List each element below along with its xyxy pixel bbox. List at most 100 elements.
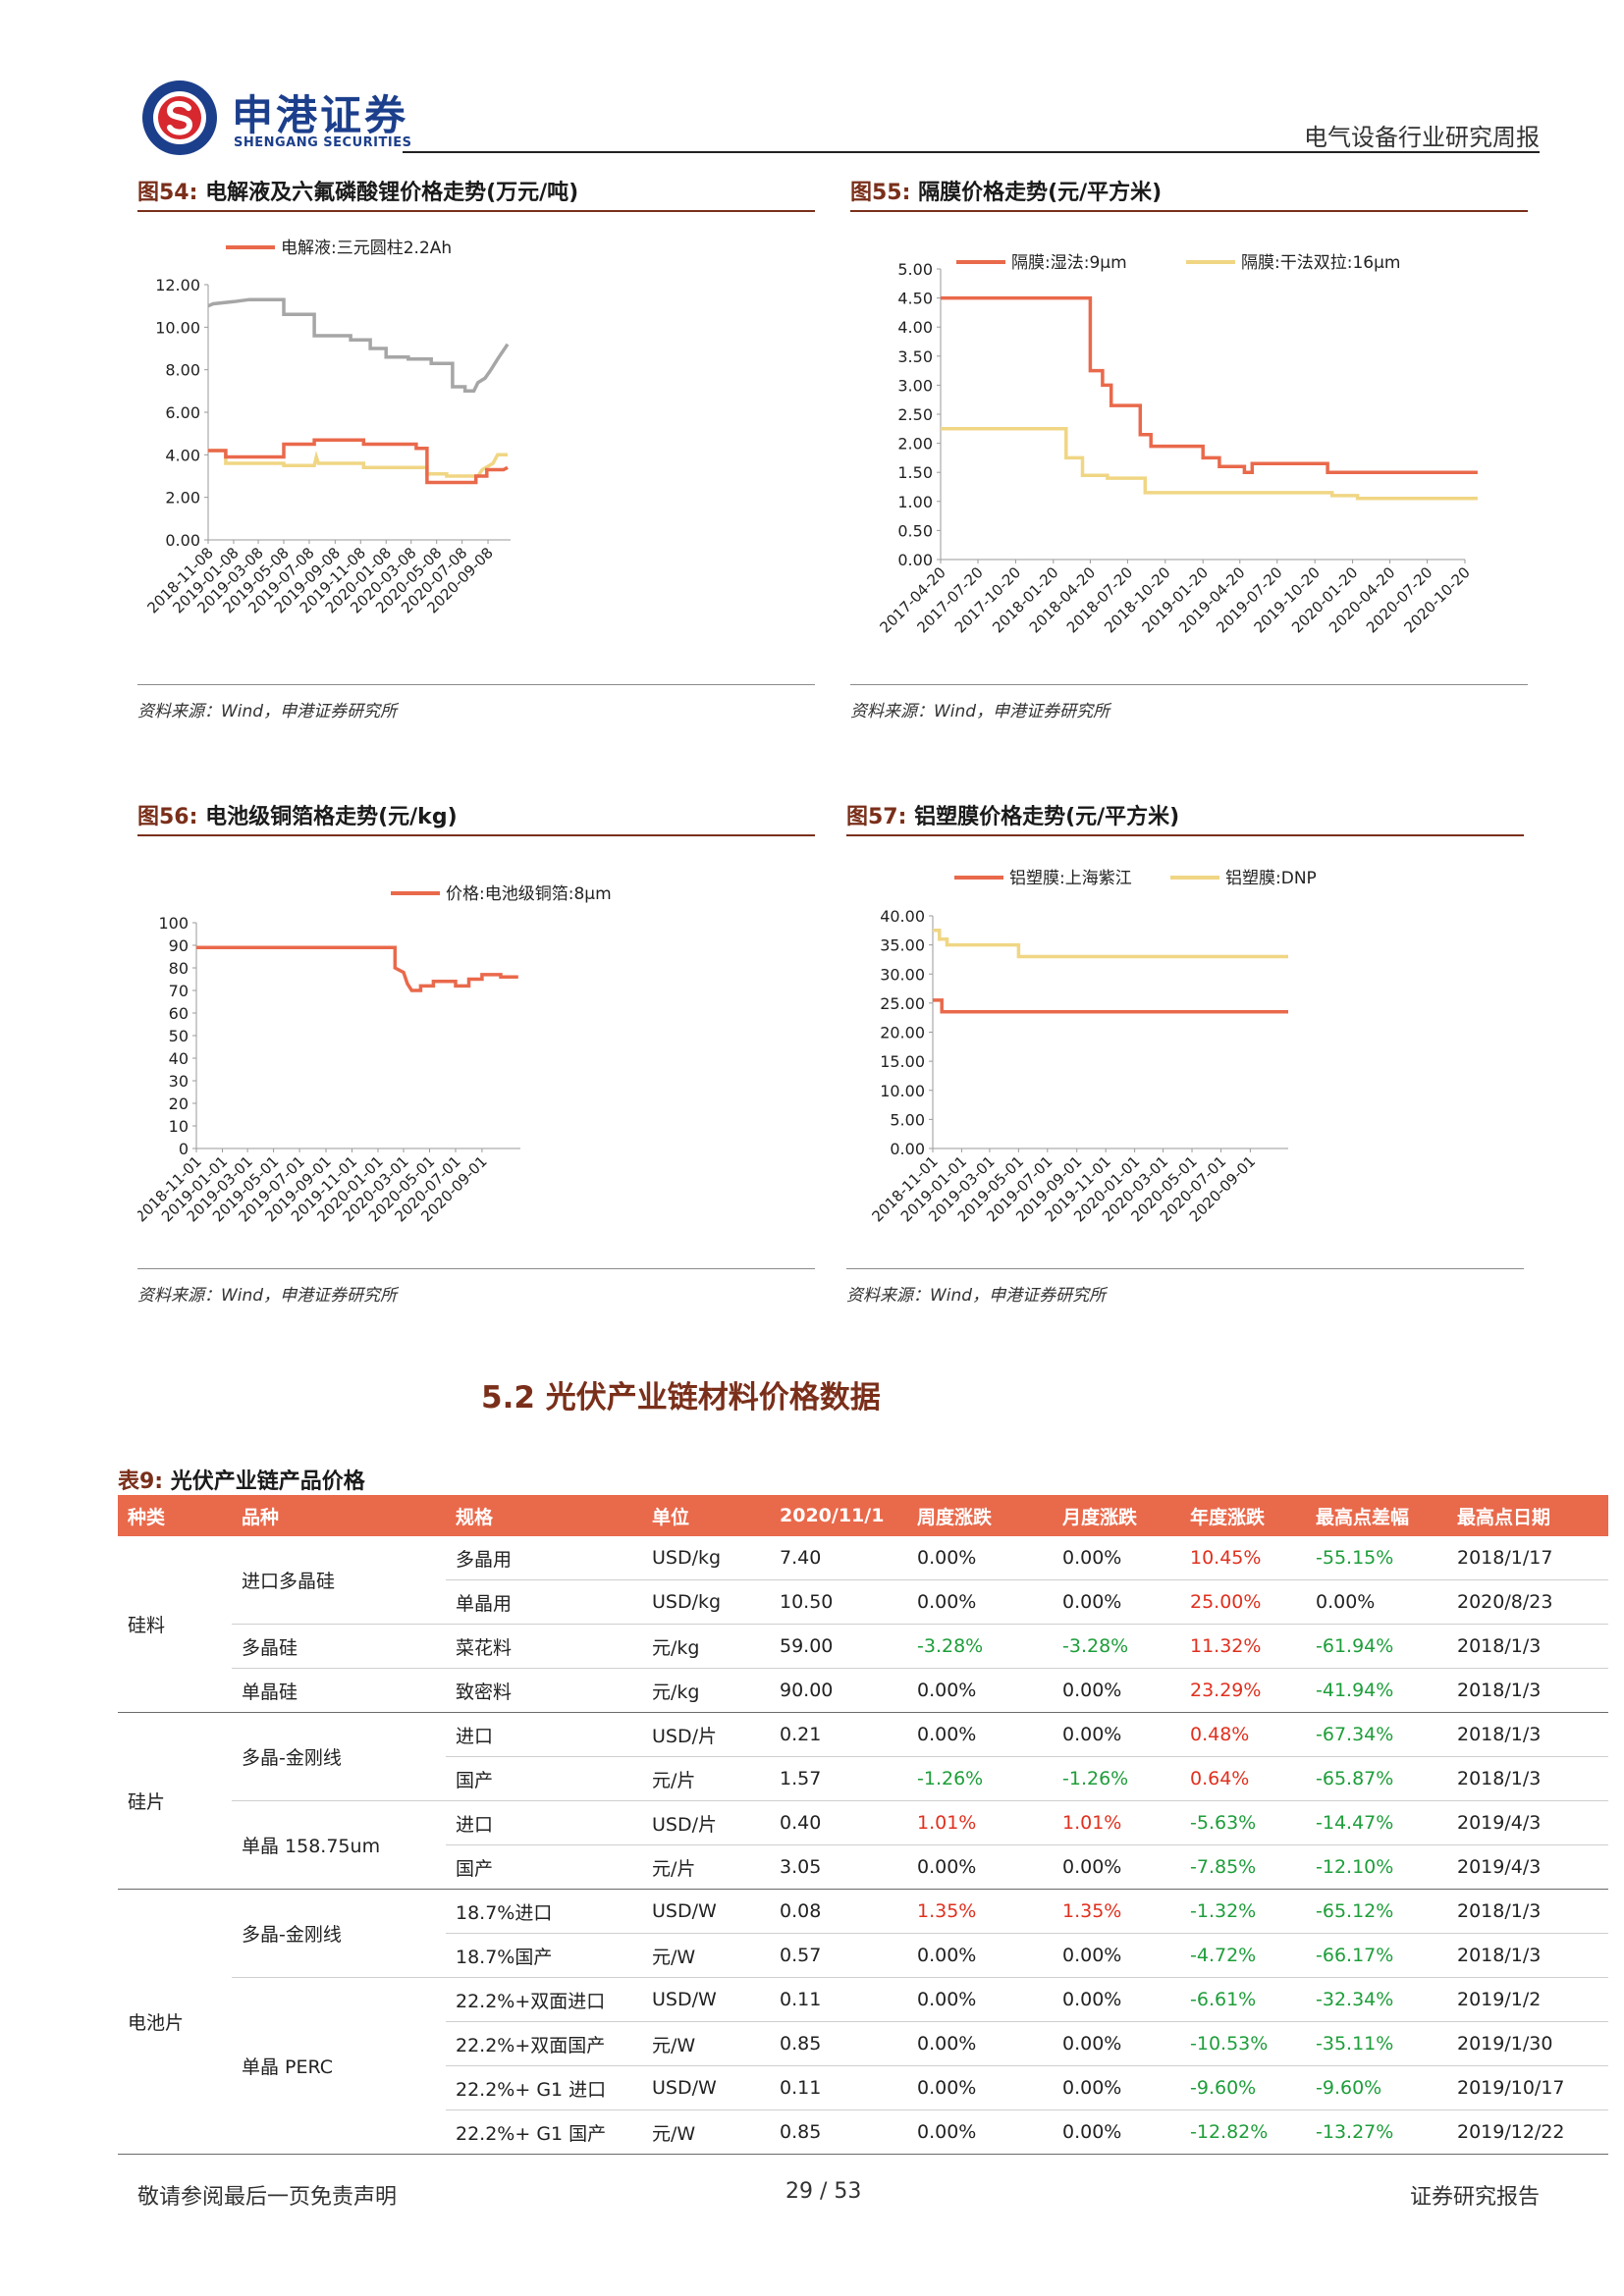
table-cell: 元/kg: [642, 1624, 770, 1669]
y-tick-label: 2.00: [165, 489, 200, 507]
legend-label: 电解液:三元圆柱2.2Ah: [281, 239, 452, 258]
table-cell: -4.72%: [1180, 1933, 1306, 1978]
brand-name: 申港证券: [232, 91, 409, 139]
legend-label: 铝塑膜:上海紫江: [1009, 869, 1132, 888]
table-cell: 1.35%: [907, 1889, 1053, 1934]
figure-title: 铝塑膜价格走势(元/平方米): [914, 805, 1180, 829]
figure-56-caption: 图56: 电池级铜箔格走势(元/kg): [137, 799, 458, 830]
table-cell: 1.35%: [1053, 1889, 1180, 1934]
table-cell: 0.00%: [1053, 2065, 1180, 2110]
table-row: 国产 元/片 3.05 0.00% 0.00% -7.85% -12.10% 2019/4/3: [118, 1844, 1608, 1890]
table-cell: 0.00%: [907, 1977, 1053, 2022]
series-line: [208, 438, 509, 485]
table-row: 单晶 PERC 22.2%+双面进口 USD/W 0.11 0.00% 0.00% -6.6…: [118, 1977, 1608, 2155]
table-cell: 18.7%进口: [446, 1889, 642, 1934]
table-cell: -35.11%: [1306, 2021, 1447, 2066]
y-tick-label: 1.00: [897, 493, 933, 511]
table-cell: 0.00%: [1053, 1536, 1180, 1580]
table-cell: 进口多晶硅: [232, 1536, 446, 1625]
series-line: [941, 427, 1478, 501]
table-cell: 2019/4/3: [1447, 1844, 1608, 1890]
y-tick-label: 70: [169, 982, 189, 1000]
chart-copper-foil-price: 01020304050607080901002018-11-012019-01-…: [137, 884, 612, 1225]
table-cell: 0.00%: [1053, 1933, 1180, 1978]
table-cell: 2018/1/3: [1447, 1712, 1608, 1757]
table-cell: 0.00%: [1053, 1977, 1180, 2022]
table-row: 单晶用 USD/kg 10.50 0.00% 0.00% 25.00% 0.00% 2020/…: [118, 1579, 1608, 1625]
y-tick-label: 35.00: [880, 936, 925, 955]
figure-title: 隔膜价格走势(元/平方米): [918, 181, 1163, 205]
figure-source: 资料来源：Wind，申港证券研究所: [846, 1286, 1107, 1306]
table-row: 22.2%+双面国产 元/W 0.85 0.00% 0.00% -10.53% -35.11…: [118, 2021, 1608, 2066]
table-row: 国产 元/片 1.57 -1.26% -1.26% 0.64% -65.87% 2018/1/…: [118, 1756, 1608, 1801]
series-line: [933, 929, 1288, 959]
table-cell: 多晶-金刚线: [232, 1889, 446, 1978]
table-cell: 22.2%+双面进口: [446, 1977, 642, 2022]
table-cell: USD/kg: [642, 1579, 770, 1625]
table-cell: -65.12%: [1306, 1889, 1447, 1934]
table-cell: 0.00%: [907, 2021, 1053, 2066]
legend-label: 隔膜:湿法:9μm: [1011, 253, 1127, 273]
legend-label: 铝塑膜:DNP: [1225, 869, 1317, 888]
table-cell: -61.94%: [1306, 1624, 1447, 1669]
table-cell: 0.00%: [1053, 1668, 1180, 1713]
figure-end-rule: [137, 1268, 815, 1269]
figure-source: 资料来源：Wind，申港证券研究所: [137, 1286, 398, 1306]
y-tick-label: 20: [169, 1095, 189, 1113]
table-cell: -67.34%: [1306, 1712, 1447, 1757]
figure-title: 电池级铜箔格走势(元/kg): [205, 805, 458, 829]
figure-caption-rule: [850, 210, 1528, 212]
table-cell: 国产: [446, 1756, 642, 1801]
table-cell: -3.28%: [1053, 1624, 1180, 1669]
table-cell: 18.7%国产: [446, 1933, 642, 1978]
y-tick-label: 5.00: [897, 260, 933, 279]
y-tick-label: 12.00: [155, 276, 200, 294]
table-cell: 菜花料: [446, 1624, 642, 1669]
table-cell: 59.00: [770, 1624, 907, 1669]
y-tick-label: 1.50: [897, 463, 933, 482]
y-tick-label: 5.00: [890, 1110, 925, 1129]
table-cell: -66.17%: [1306, 1933, 1447, 1978]
table-cell: -41.94%: [1306, 1668, 1447, 1713]
table-cell: 单晶 158.75um: [232, 1800, 446, 1890]
figure-number: 图57:: [846, 805, 907, 829]
table-cell: 2019/10/17: [1447, 2065, 1608, 2110]
table-cell: 电池片: [118, 1889, 232, 2155]
table-cell: 0.08: [770, 1889, 907, 1934]
table-cell: -3.28%: [907, 1624, 1053, 1669]
table-cell: 0.48%: [1180, 1712, 1306, 1757]
y-tick-label: 30: [169, 1072, 189, 1091]
table-cell: -7.85%: [1180, 1844, 1306, 1890]
table-cell: 元/kg: [642, 1668, 770, 1713]
table-cell: 元/片: [642, 1844, 770, 1890]
table-cell: 22.2%+ G1 国产: [446, 2109, 642, 2155]
table-header-cell: 单位: [642, 1495, 770, 1536]
chart-separator-price: 0.00 0.50 1.00 1.50 2.00 2.50 3.00 3.50 4.00 4.50…: [876, 253, 1478, 636]
y-tick-label: 100: [158, 914, 189, 933]
table-cell: -65.87%: [1306, 1756, 1447, 1801]
table-row: 22.2%+ G1 国产 元/W 0.85 0.00% 0.00% -12.82% -13.…: [118, 2109, 1608, 2155]
table-cell: 进口: [446, 1712, 642, 1757]
y-tick-label: 40.00: [880, 907, 925, 926]
y-tick-label: 15.00: [880, 1052, 925, 1071]
y-tick-label: 40: [169, 1049, 189, 1068]
table-header-cell: 月度涨跌: [1053, 1495, 1180, 1536]
table-cell: 0.21: [770, 1712, 907, 1757]
table-cell: 2019/1/2: [1447, 1977, 1608, 2022]
y-tick-label: 10.00: [880, 1082, 925, 1100]
table-row: 多晶硅 菜花料 元/kg 59.00 -3.28% -3.28% 11.32% -61.94%…: [118, 1624, 1608, 1669]
table-cell: 0.85: [770, 2109, 907, 2155]
table-cell: 25.00%: [1180, 1579, 1306, 1625]
table-cell: 硅料: [118, 1536, 232, 1713]
table-cell: -10.53%: [1180, 2021, 1306, 2066]
series-line: [933, 998, 1288, 1014]
table-cell: 国产: [446, 1844, 642, 1890]
y-tick-label: 0.50: [897, 521, 933, 540]
table-header-cell: 最高点日期: [1447, 1495, 1608, 1536]
table-cell: -9.60%: [1306, 2065, 1447, 2110]
table-cell: -1.32%: [1180, 1889, 1306, 1934]
brand-name-en: SHENGANG SECURITIES: [234, 135, 412, 150]
table-cell: 2018/1/3: [1447, 1933, 1608, 1978]
table-cell: -9.60%: [1180, 2065, 1306, 2110]
table-cell: 单晶用: [446, 1579, 642, 1625]
